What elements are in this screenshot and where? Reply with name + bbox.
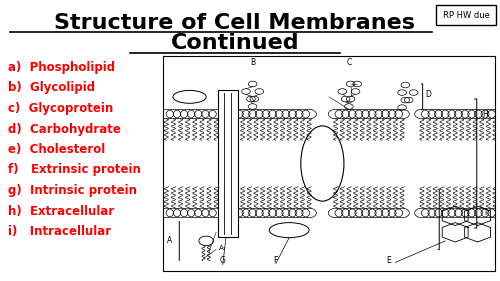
FancyBboxPatch shape — [436, 5, 496, 25]
Text: a)  Phospholipid: a) Phospholipid — [8, 61, 115, 74]
Text: A₂: A₂ — [219, 244, 226, 250]
Bar — [218, 90, 238, 237]
Text: C: C — [346, 58, 352, 67]
Text: RP HW due: RP HW due — [442, 10, 490, 19]
Text: Continued: Continued — [170, 33, 300, 53]
Text: I: I — [484, 209, 486, 217]
Text: g)  Intrinsic protein: g) Intrinsic protein — [8, 184, 137, 197]
Text: f)   Extrinsic protein: f) Extrinsic protein — [8, 164, 141, 176]
Text: d)  Carbohydrate: d) Carbohydrate — [8, 123, 121, 135]
Text: D: D — [426, 90, 431, 99]
Text: h)  Extracellular: h) Extracellular — [8, 205, 114, 217]
Text: A: A — [167, 236, 172, 245]
Text: B: B — [250, 58, 255, 67]
Text: e)  Cholesterol: e) Cholesterol — [8, 143, 105, 156]
Text: G: G — [220, 255, 226, 264]
Text: c)  Glycoprotein: c) Glycoprotein — [8, 102, 113, 115]
Text: F: F — [274, 255, 278, 264]
Text: A₁: A₁ — [219, 227, 226, 233]
Text: b)  Glycolipid: b) Glycolipid — [8, 81, 95, 94]
Text: Structure of Cell Membranes: Structure of Cell Membranes — [54, 13, 416, 33]
Text: i)   Intracellular: i) Intracellular — [8, 225, 111, 238]
Text: E: E — [386, 255, 391, 264]
Text: H: H — [482, 110, 488, 119]
